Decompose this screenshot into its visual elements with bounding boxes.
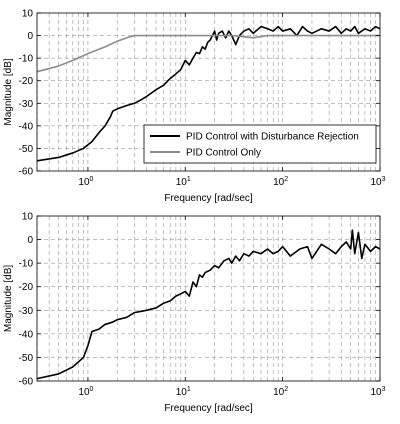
y-tick-label: -20 [19, 76, 34, 87]
x-tick-label: 102 [273, 176, 288, 188]
y-tick-label: -50 [19, 353, 34, 364]
y-tick-label: -10 [19, 54, 34, 65]
y-tick-label: 10 [22, 212, 34, 223]
series-line-1 [36, 25, 381, 162]
grid [36, 216, 380, 381]
axes-box [36, 215, 381, 382]
legend-box [143, 124, 377, 164]
x-tick-label: 101 [176, 386, 191, 398]
y-axis-label: Magnitude [dB] [3, 265, 14, 332]
y-tick-label: -30 [19, 306, 34, 317]
x-axis-label: Frequency [rad/sec] [164, 193, 253, 204]
legend: PID Control with Disturbance Rejection PI… [143, 124, 377, 164]
x-tick-label: 103 [370, 386, 385, 398]
x-tick-label: 102 [273, 386, 288, 398]
chart-1: 100 101 102 103100-10-20-30-40-50-60Frequen… [3, 9, 386, 205]
y-axis-label: Magnitude [dB] [3, 58, 14, 125]
x-tick-label: 100 [78, 176, 93, 188]
y-tick-label: -10 [19, 259, 34, 270]
y-tick-label: -40 [19, 329, 34, 340]
series-line-1 [36, 229, 381, 380]
chart-2: 100 101 102 103100-10-20-30-40-50-60Frequen… [3, 212, 386, 415]
y-tick-label: -30 [19, 99, 34, 110]
plot-area [37, 216, 380, 381]
y-tick-label: -40 [19, 121, 34, 132]
y-tick-label: 0 [27, 31, 33, 42]
y-tick-label: -60 [19, 167, 34, 178]
x-tick-label: 103 [370, 176, 385, 188]
y-tick-label: 10 [22, 9, 34, 20]
legend-label-1: PID Control with Disturbance Rejection [186, 132, 359, 143]
x-tick-label: 101 [176, 176, 191, 188]
legend-label-2: PID Control Only [186, 148, 261, 159]
y-tick-label: -60 [19, 377, 34, 388]
y-tick-label: -20 [19, 282, 34, 293]
y-tick-label: 0 [27, 235, 33, 246]
series-line-2 [36, 34, 380, 73]
axes-box [36, 12, 381, 172]
x-axis-label: Frequency [rad/sec] [164, 403, 253, 414]
y-tick-label: -50 [19, 144, 34, 155]
x-tick-label: 100 [78, 386, 93, 398]
